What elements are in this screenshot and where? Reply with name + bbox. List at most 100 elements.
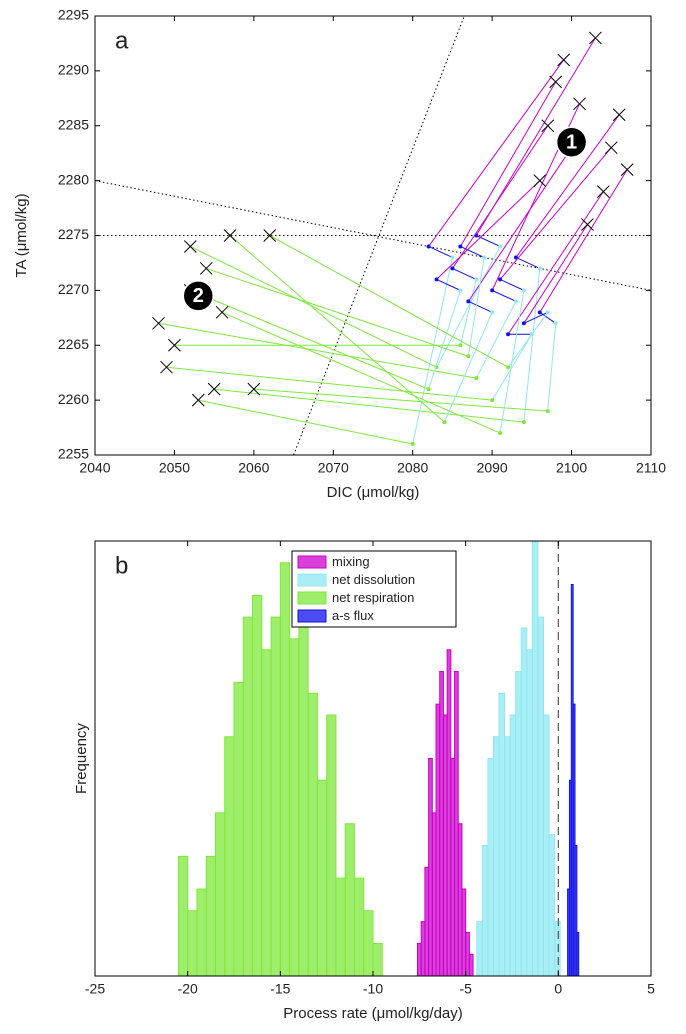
trajectory-point	[450, 255, 455, 260]
histogram-bar	[214, 812, 226, 977]
trajectory-segment	[523, 268, 541, 423]
trajectory-segment	[269, 235, 509, 368]
endpoint-cross	[557, 53, 570, 67]
histogram-bar	[531, 540, 539, 977]
histogram-bar	[504, 736, 511, 977]
endpoint-cross	[207, 382, 221, 396]
x-axis-label: DIC (μmol/kg)	[327, 484, 420, 501]
trajectory-segment	[539, 169, 628, 313]
trajectory-segment	[507, 191, 604, 335]
legend-label: net respiration	[332, 590, 414, 605]
trajectory-segment	[166, 366, 493, 401]
endpoint-cross	[247, 382, 261, 396]
trajectory-point	[521, 321, 526, 326]
y-tick-label: 2260	[58, 391, 89, 407]
trajectory-point	[506, 365, 511, 370]
histogram-bar	[476, 921, 483, 977]
annotation-marker	[182, 280, 215, 312]
trajectory-segment	[515, 256, 541, 269]
trajectory-segment	[214, 388, 524, 423]
annotation-marker	[555, 126, 588, 158]
endpoint-cross	[199, 262, 213, 275]
trajectory-point	[474, 376, 479, 381]
histogram-bar	[416, 942, 422, 977]
trajectory-segment	[459, 279, 477, 346]
trajectory-segment	[476, 235, 501, 247]
y-tick-label: 2295	[58, 7, 89, 23]
histogram-bar	[526, 649, 533, 977]
histogram-bar	[454, 671, 459, 977]
endpoint-cross	[152, 316, 165, 330]
reference-line	[94, 180, 652, 291]
trajectory-point	[458, 288, 463, 293]
trajectory-point	[482, 255, 487, 260]
trajectory-point	[434, 277, 439, 282]
x-axis-label: Process rate (μmol/kg/day)	[283, 1005, 463, 1022]
y-tick-label: 2275	[58, 226, 89, 242]
trajectory-segment	[436, 278, 461, 291]
trajectory-point	[458, 343, 463, 348]
trajectory-segment	[459, 81, 557, 247]
x-tick-label: 2110	[636, 460, 666, 476]
x-tick-label: 2070	[318, 460, 349, 476]
trajectory-point	[506, 332, 511, 337]
trajectory-point	[537, 266, 542, 271]
x-tick-label: -5	[459, 981, 472, 997]
histogram-bar	[353, 877, 365, 977]
endpoint-cross	[549, 75, 563, 89]
endpoint-cross	[168, 338, 181, 352]
histogram-bar	[481, 845, 489, 977]
histogram-bar	[242, 616, 254, 977]
trajectory-segment	[412, 257, 453, 445]
trajectory-segment	[428, 59, 565, 247]
trajectory-segment	[460, 246, 485, 258]
legend-swatch	[297, 573, 327, 587]
y-axis-label: TA (μmol/kg)	[13, 193, 30, 277]
trajectory-segment	[253, 388, 548, 412]
endpoint-cross	[160, 360, 173, 374]
histogram-bar	[509, 714, 517, 977]
endpoint-cross	[223, 229, 237, 242]
trajectory-point	[498, 277, 503, 282]
histogram-bar	[520, 627, 528, 977]
histogram-bar	[279, 562, 291, 977]
trajectory-point	[545, 310, 550, 315]
trajectory-segment	[221, 311, 501, 434]
histogram-bar	[554, 921, 561, 977]
trajectory-segment	[467, 257, 485, 357]
y-tick-label: 2280	[58, 171, 89, 187]
trajectory-point	[410, 442, 415, 447]
y-axis-label: Frequency	[73, 723, 90, 794]
trajectory-point	[537, 310, 542, 315]
histogram-bar	[450, 758, 456, 977]
x-tick-label: 2050	[159, 460, 190, 476]
histogram-bar	[177, 855, 189, 977]
trajectory-segment	[507, 312, 549, 368]
reference-line	[293, 15, 465, 456]
trajectory-point	[458, 244, 463, 249]
trajectory-segment	[452, 125, 549, 269]
y-tick-label: 2265	[58, 336, 89, 352]
trajectory-point	[466, 354, 471, 359]
trajectory-segment	[491, 334, 533, 401]
x-tick-label: 2060	[238, 460, 269, 476]
trajectory-segment	[468, 300, 493, 313]
y-tick-label: 2285	[58, 116, 89, 132]
trajectory-segment	[229, 235, 445, 423]
trajectory-segment	[206, 267, 469, 357]
endpoint-cross	[620, 163, 634, 177]
histogram-bar	[363, 910, 374, 977]
trajectory-point	[442, 420, 447, 425]
endpoint-cross	[589, 31, 602, 45]
x-tick-label: 0	[554, 981, 562, 997]
trajectory-point	[545, 409, 550, 414]
trajectory-segment	[523, 224, 588, 324]
x-tick-label: -10	[363, 981, 383, 997]
histogram-bar	[543, 714, 550, 977]
panel-label: a	[115, 27, 129, 54]
endpoint-cross	[215, 305, 229, 319]
legend-swatch	[297, 609, 327, 623]
endpoint-cross	[612, 108, 626, 122]
endpoint-cross	[581, 218, 594, 231]
